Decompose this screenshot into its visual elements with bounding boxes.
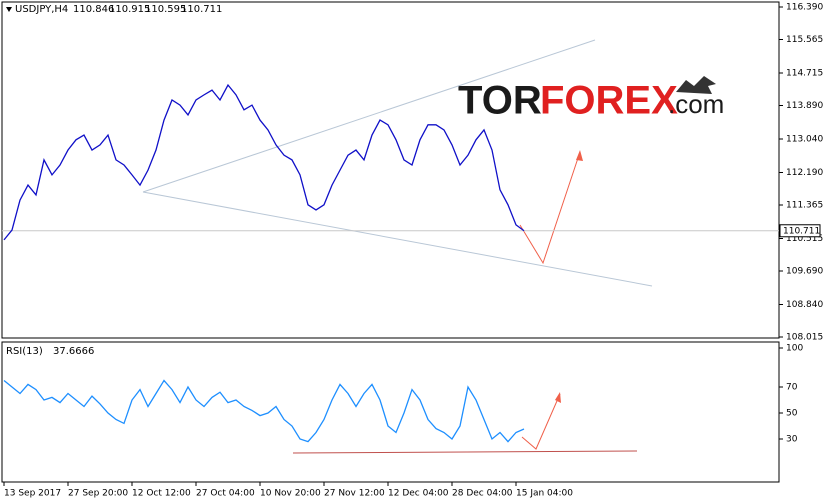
- y-tick-label: 113.890: [786, 101, 823, 111]
- x-tick-label: 15 Jan 04:00: [516, 489, 573, 499]
- rsi-title: RSI(13): [6, 346, 43, 357]
- y-tick-label: 108.015: [786, 333, 823, 343]
- series-line: [3, 83, 525, 241]
- y-tick-label: 115.565: [786, 35, 823, 45]
- y-tick-label: 108.840: [786, 300, 823, 310]
- x-tick-label: 13 Sep 2017: [4, 489, 61, 499]
- high: 110.915: [109, 4, 150, 15]
- y-tick-label: 110.515: [786, 234, 823, 244]
- y-tick-label: 114.715: [786, 69, 823, 79]
- y-tick-label: 70: [786, 383, 798, 393]
- watermark: TOR FOREX .com: [458, 76, 724, 123]
- x-tick-label: 28 Dec 04:00: [452, 489, 513, 499]
- x-tick-label: 27 Nov 12:00: [324, 489, 385, 499]
- trend-line: [142, 191, 653, 287]
- forecast-arrow: [521, 393, 561, 450]
- symbol: USDJPY,H4: [15, 4, 68, 15]
- arrow-head: [576, 150, 583, 161]
- arrow-head: [555, 392, 561, 403]
- last-price-label: 110.711: [783, 226, 820, 236]
- watermark-com: .com: [668, 89, 724, 119]
- y-tick-label: 116.390: [786, 3, 823, 13]
- close: 110.711: [181, 4, 222, 15]
- menu-arrow[interactable]: [6, 7, 12, 12]
- rsi-value: 37.6666: [53, 346, 94, 357]
- rsi-panel: [1, 341, 780, 483]
- forecast-arrow: [519, 151, 581, 265]
- watermark-tor: TOR: [458, 79, 542, 123]
- y-tick-label: 30: [786, 435, 798, 445]
- x-tick-label: 27 Sep 20:00: [68, 489, 128, 499]
- series-line: [3, 379, 525, 443]
- low: 110.595: [145, 4, 186, 15]
- y-tick-label: 109.690: [786, 267, 823, 277]
- open: 110.846: [73, 4, 114, 15]
- x-tick-label: 27 Oct 04:00: [196, 489, 255, 499]
- y-tick-label: 113.040: [786, 135, 823, 145]
- last-price-box: [779, 224, 821, 238]
- x-tick-label: 10 Nov 20:00: [260, 489, 321, 499]
- y-tick-label: 111.365: [786, 201, 823, 211]
- price-panel: [1, 1, 780, 339]
- y-tick-label: 112.190: [786, 168, 823, 178]
- y-tick-label: 100: [786, 344, 803, 354]
- y-tick-label: 50: [786, 409, 798, 419]
- support-line: [292, 450, 638, 454]
- x-tick-label: 12 Oct 12:00: [132, 489, 191, 499]
- x-tick-label: 12 Dec 04:00: [388, 489, 449, 499]
- trend-line: [142, 39, 596, 193]
- watermark-forex: FOREX: [540, 79, 678, 123]
- annotations: [142, 39, 653, 454]
- logo: [676, 76, 716, 94]
